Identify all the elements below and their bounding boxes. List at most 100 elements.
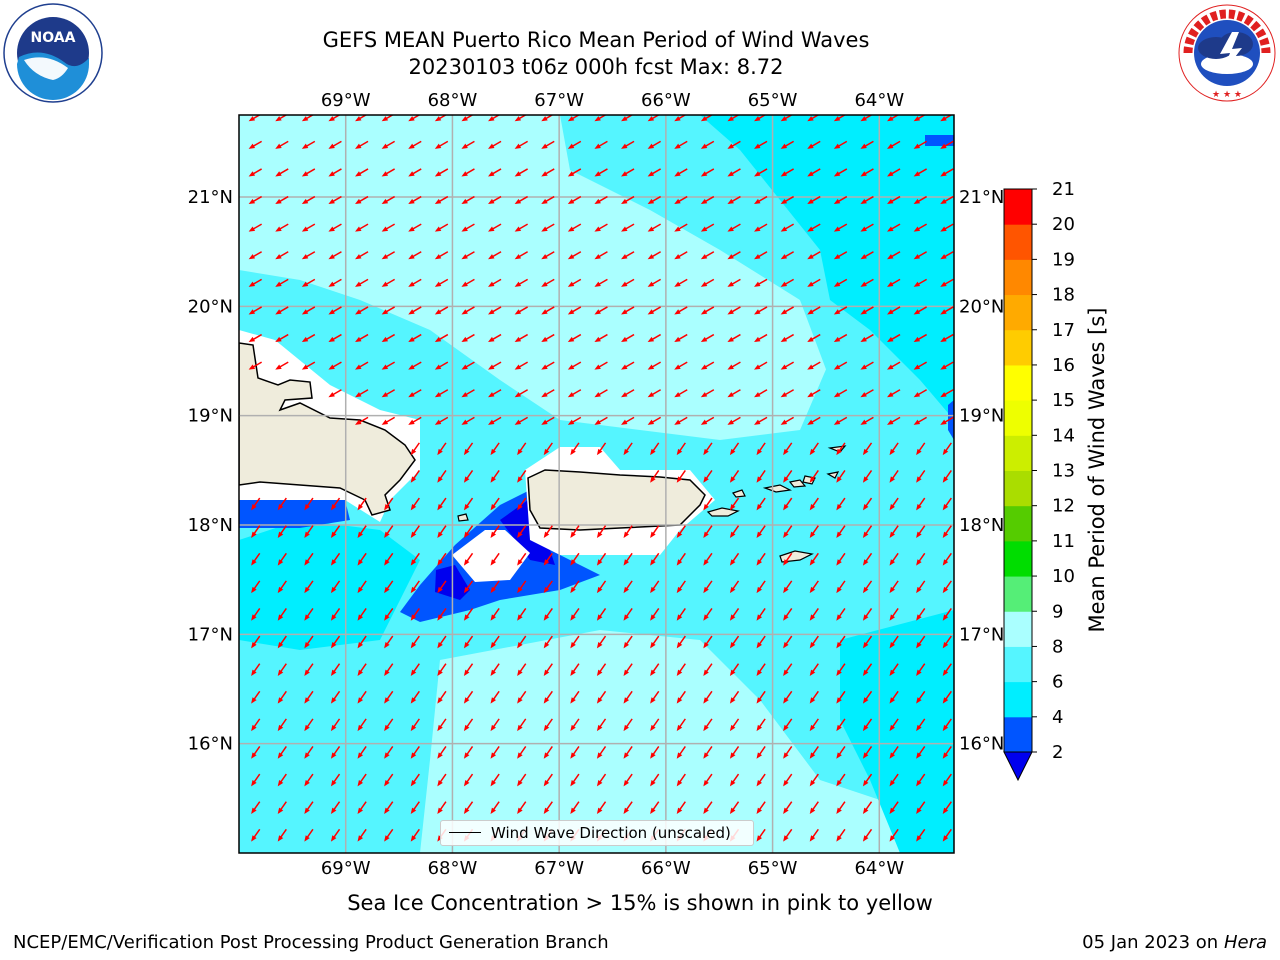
wave-direction-arrow <box>650 442 660 456</box>
wave-direction-arrow <box>836 442 846 456</box>
wave-direction-arrow <box>594 416 608 425</box>
wave-direction-arrow <box>570 442 580 456</box>
wave-direction-arrow <box>756 663 766 676</box>
legend-label: Wind Wave Direction (unscaled) <box>491 824 731 842</box>
wave-direction-arrow <box>594 223 608 232</box>
colorbar-segment <box>1004 576 1032 612</box>
wave-direction-arrow <box>650 663 660 676</box>
wave-direction-arrow <box>437 608 447 621</box>
wave-direction-arrow <box>727 416 741 425</box>
wave-direction-arrow <box>916 525 926 538</box>
wave-direction-arrow <box>490 497 500 511</box>
wave-direction-arrow <box>408 168 422 177</box>
wave-direction-arrow <box>860 223 874 232</box>
wave-direction-arrow <box>463 801 474 814</box>
lon-tick-label-bottom: 65°W <box>748 858 798 879</box>
wave-direction-arrow <box>434 251 449 260</box>
wave-direction-arrow <box>277 746 287 759</box>
wave-direction-arrow <box>756 718 766 732</box>
wave-direction-arrow <box>809 552 819 566</box>
wave-direction-arrow <box>277 635 287 649</box>
wave-direction-arrow <box>304 718 314 732</box>
wave-direction-arrow <box>703 608 713 621</box>
wave-direction-arrow <box>809 525 819 538</box>
wave-direction-arrow <box>647 168 662 177</box>
wave-direction-arrow <box>700 195 715 205</box>
wave-direction-arrow <box>381 223 396 232</box>
wave-direction-arrow <box>490 801 500 814</box>
wave-direction-arrow <box>727 115 740 122</box>
wave-direction-arrow <box>357 580 367 594</box>
wave-direction-arrow <box>676 746 686 759</box>
wave-direction-arrow <box>780 333 795 343</box>
wave-direction-arrow <box>727 251 741 260</box>
wave-direction-arrow <box>703 663 713 676</box>
wave-direction-arrow <box>490 773 500 787</box>
wave-direction-arrow <box>304 525 314 538</box>
wave-direction-arrow <box>277 608 287 621</box>
map-frame <box>238 114 955 854</box>
wave-direction-arrow <box>330 635 341 649</box>
arrow-legend: Wind Wave Direction (unscaled) <box>440 820 754 846</box>
wave-direction-arrow <box>301 251 316 260</box>
wave-direction-arrow <box>674 333 688 343</box>
wave-direction-arrow <box>756 690 766 704</box>
wave-direction-arrow <box>913 168 928 177</box>
wave-direction-arrow <box>833 278 848 287</box>
wave-direction-arrow <box>807 416 821 425</box>
wave-direction-arrow <box>301 306 316 315</box>
wave-direction-arrow <box>889 773 899 787</box>
wave-direction-arrow <box>570 801 580 814</box>
wave-direction-arrow <box>727 223 741 232</box>
wave-direction-arrow <box>647 251 662 260</box>
wave-direction-arrow <box>783 746 793 759</box>
wave-direction-arrow <box>541 278 555 287</box>
wave-direction-arrow <box>328 223 342 232</box>
wave-direction-arrow <box>676 663 686 676</box>
wave-direction-arrow <box>437 801 447 814</box>
wave-direction-arrow <box>461 195 475 205</box>
wave-direction-arrow <box>463 497 474 511</box>
wave-direction-arrow <box>756 828 766 842</box>
wave-direction-arrow <box>543 608 553 621</box>
wave-direction-arrow <box>623 552 633 566</box>
lat-tick-label-right: 17°N <box>959 624 1004 645</box>
wave-direction-arrow <box>676 525 686 538</box>
wave-direction-arrow <box>809 801 819 814</box>
wave-direction-arrow <box>700 306 715 315</box>
wave-direction-arrow <box>490 525 500 538</box>
lon-tick-label-top: 66°W <box>641 90 691 111</box>
wave-direction-arrow <box>357 718 367 732</box>
wave-direction-arrow <box>623 580 633 594</box>
wave-direction-arrow <box>940 251 954 260</box>
wave-direction-arrow <box>754 168 768 177</box>
wave-direction-arrow <box>703 525 713 538</box>
wave-direction-arrow <box>381 168 396 177</box>
wave-direction-arrow <box>517 470 527 483</box>
wave-direction-arrow <box>703 801 713 814</box>
wave-direction-arrow <box>410 801 420 814</box>
wave-direction-arrow <box>541 115 554 122</box>
wave-direction-arrow <box>434 223 449 232</box>
colorbar-segment <box>1004 224 1032 260</box>
wave-direction-arrow <box>248 306 263 315</box>
wave-direction-arrow <box>461 140 475 149</box>
wave-direction-arrow <box>780 223 795 232</box>
wave-direction-arrow <box>887 168 901 177</box>
wave-direction-arrow <box>650 525 660 538</box>
wave-direction-arrow <box>807 389 821 398</box>
wave-direction-arrow <box>836 773 846 787</box>
wave-direction-arrow <box>384 525 394 538</box>
wave-direction-arrow <box>833 389 848 398</box>
wave-direction-arrow <box>836 828 846 842</box>
wave-direction-arrow <box>650 608 660 621</box>
footer-branch: NCEP/EMC/Verification Post Processing Pr… <box>13 932 609 953</box>
wave-direction-arrow <box>384 746 394 759</box>
wave-direction-arrow <box>434 333 449 343</box>
colorbar-tick-label: 2 <box>1052 742 1063 763</box>
colorbar-tick-label: 18 <box>1052 285 1075 306</box>
wave-direction-arrow <box>621 115 634 122</box>
wave-direction-arrow <box>543 635 553 649</box>
wave-direction-arrow <box>277 801 287 814</box>
wave-direction-arrow <box>248 278 263 287</box>
